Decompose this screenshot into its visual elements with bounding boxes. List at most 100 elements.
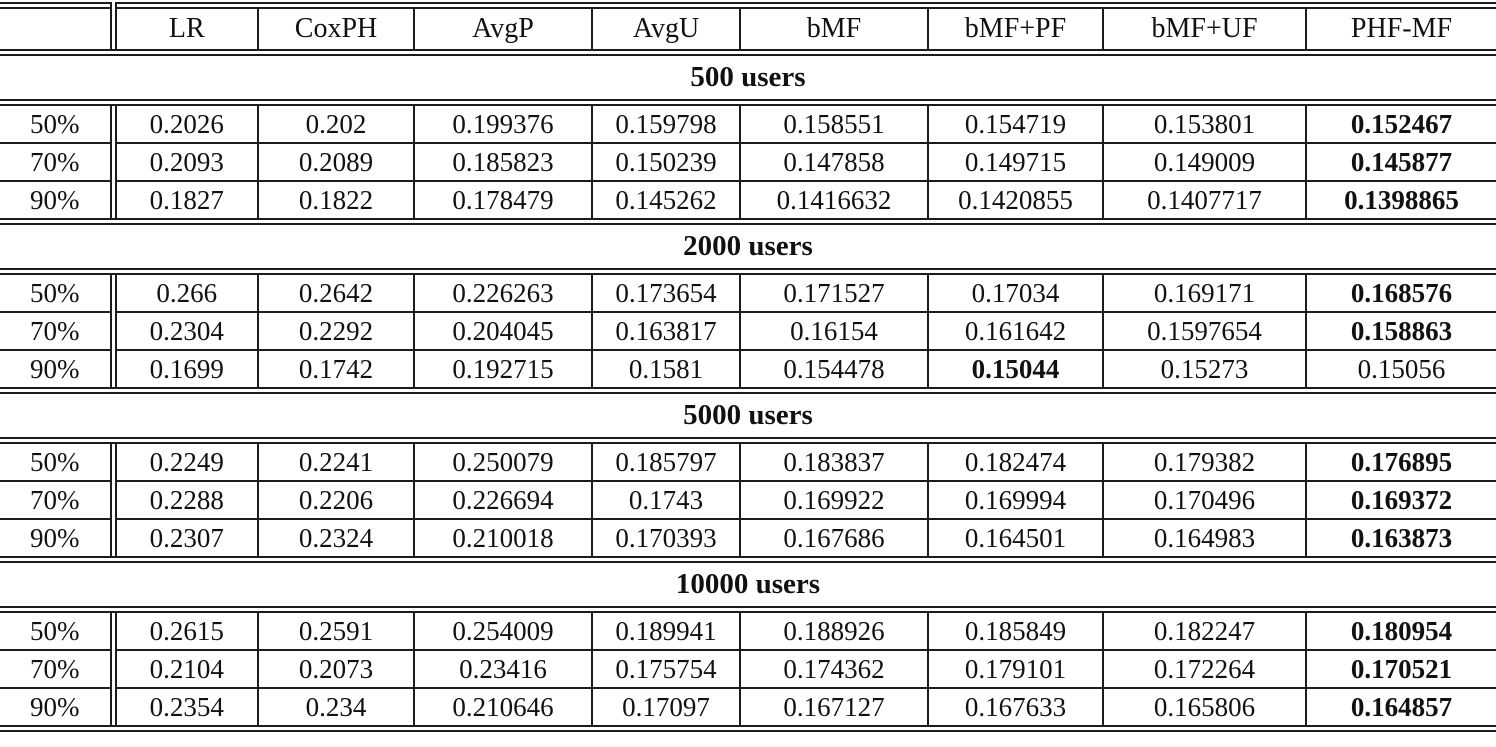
data-row: 70% 0.2288 0.2206 0.226694 0.1743 0.169922 0.1… (0, 481, 1496, 520)
data-row: 70% 0.2104 0.2073 0.23416 0.175754 0.174362 0.… (0, 650, 1496, 689)
data-row: 90% 0.2307 0.2324 0.210018 0.170393 0.167686 0… (0, 519, 1496, 563)
value-cell: 0.199376 (413, 102, 592, 144)
value-cell: 0.2324 (257, 519, 414, 563)
best-value-cell: 0.1398865 (1305, 181, 1496, 225)
value-cell: 0.1597654 (1102, 312, 1306, 351)
value-cell: 0.165806 (1102, 688, 1306, 732)
value-cell: 0.154478 (739, 350, 928, 394)
value-cell: 0.2089 (257, 143, 414, 182)
value-cell: 0.1822 (257, 181, 414, 225)
value-cell: 0.1699 (109, 350, 258, 394)
row-label: 50% (0, 271, 113, 313)
value-cell: 0.202 (257, 102, 414, 144)
value-cell: 0.15056 (1305, 350, 1496, 394)
value-cell: 0.173654 (591, 271, 740, 313)
value-cell: 0.2093 (109, 143, 258, 182)
best-value-cell: 0.152467 (1305, 102, 1496, 144)
value-cell: 0.2354 (109, 688, 258, 732)
data-row: 50% 0.2615 0.2591 0.254009 0.189941 0.188926 0… (0, 609, 1496, 651)
value-cell: 0.167633 (927, 688, 1103, 732)
value-cell: 0.204045 (413, 312, 592, 351)
value-cell: 0.185823 (413, 143, 592, 182)
value-cell: 0.189941 (591, 609, 740, 651)
data-row: 50% 0.266 0.2642 0.226263 0.173654 0.171527 0.… (0, 271, 1496, 313)
column-header-lr: LR (109, 5, 258, 56)
value-cell: 0.182474 (927, 440, 1103, 482)
value-cell: 0.183837 (739, 440, 928, 482)
value-cell: 0.192715 (413, 350, 592, 394)
value-cell: 0.2104 (109, 650, 258, 689)
best-value-cell: 0.168576 (1305, 271, 1496, 313)
value-cell: 0.23416 (413, 650, 592, 689)
value-cell: 0.2591 (257, 609, 414, 651)
row-label: 90% (0, 519, 113, 563)
value-cell: 0.149715 (927, 143, 1103, 182)
value-cell: 0.226263 (413, 271, 592, 313)
row-label: 90% (0, 688, 113, 732)
value-cell: 0.2615 (109, 609, 258, 651)
value-cell: 0.17034 (927, 271, 1103, 313)
value-cell: 0.2288 (109, 481, 258, 520)
value-cell: 0.164983 (1102, 519, 1306, 563)
value-cell: 0.2304 (109, 312, 258, 351)
value-cell: 0.15273 (1102, 350, 1306, 394)
value-cell: 0.171527 (739, 271, 928, 313)
best-value-cell: 0.164857 (1305, 688, 1496, 732)
data-row: 90% 0.2354 0.234 0.210646 0.17097 0.167127 0.1… (0, 688, 1496, 732)
value-cell: 0.179101 (927, 650, 1103, 689)
value-cell: 0.1407717 (1102, 181, 1306, 225)
value-cell: 0.17097 (591, 688, 740, 732)
value-cell: 0.145262 (591, 181, 740, 225)
value-cell: 0.167127 (739, 688, 928, 732)
section-title: 500 users (0, 52, 1496, 106)
value-cell: 0.210646 (413, 688, 592, 732)
value-cell: 0.2307 (109, 519, 258, 563)
row-label: 70% (0, 312, 113, 351)
row-label: 50% (0, 102, 113, 144)
value-cell: 0.163817 (591, 312, 740, 351)
column-header-bmf: bMF (739, 5, 928, 56)
value-cell: 0.185849 (927, 609, 1103, 651)
best-value-cell: 0.15044 (927, 350, 1103, 394)
data-row: 50% 0.2249 0.2241 0.250079 0.185797 0.183837 0… (0, 440, 1496, 482)
value-cell: 0.1827 (109, 181, 258, 225)
value-cell: 0.2249 (109, 440, 258, 482)
value-cell: 0.150239 (591, 143, 740, 182)
value-cell: 0.2642 (257, 271, 414, 313)
value-cell: 0.164501 (927, 519, 1103, 563)
value-cell: 0.175754 (591, 650, 740, 689)
row-label: 70% (0, 650, 113, 689)
value-cell: 0.169171 (1102, 271, 1306, 313)
best-value-cell: 0.176895 (1305, 440, 1496, 482)
data-row: 70% 0.2304 0.2292 0.204045 0.163817 0.16154 0.… (0, 312, 1496, 351)
best-value-cell: 0.170521 (1305, 650, 1496, 689)
section-header-row: 500 users (0, 52, 1496, 106)
value-cell: 0.169922 (739, 481, 928, 520)
value-cell: 0.185797 (591, 440, 740, 482)
value-cell: 0.170496 (1102, 481, 1306, 520)
value-cell: 0.266 (109, 271, 258, 313)
results-table-header: LR CoxPH AvgP AvgU bMF bMF+PF bMF+UF PHF… (0, 5, 1496, 56)
data-row: 70% 0.2093 0.2089 0.185823 0.150239 0.147858 0… (0, 143, 1496, 182)
value-cell: 0.188926 (739, 609, 928, 651)
value-cell: 0.16154 (739, 312, 928, 351)
value-cell: 0.1416632 (739, 181, 928, 225)
best-value-cell: 0.145877 (1305, 143, 1496, 182)
value-cell: 0.226694 (413, 481, 592, 520)
value-cell: 0.159798 (591, 102, 740, 144)
section-title: 10000 users (0, 559, 1496, 613)
best-value-cell: 0.180954 (1305, 609, 1496, 651)
value-cell: 0.234 (257, 688, 414, 732)
data-row: 50% 0.2026 0.202 0.199376 0.159798 0.158551 0.… (0, 102, 1496, 144)
best-value-cell: 0.163873 (1305, 519, 1496, 563)
header-row: LR CoxPH AvgP AvgU bMF bMF+PF bMF+UF PHF… (0, 5, 1496, 56)
row-label: 70% (0, 481, 113, 520)
value-cell: 0.2073 (257, 650, 414, 689)
value-cell: 0.158551 (739, 102, 928, 144)
best-value-cell: 0.158863 (1305, 312, 1496, 351)
value-cell: 0.154719 (927, 102, 1103, 144)
data-row: 90% 0.1699 0.1742 0.192715 0.1581 0.154478 0.1… (0, 350, 1496, 394)
results-table: LR CoxPH AvgP AvgU bMF bMF+PF bMF+UF PHF… (0, 2, 1496, 732)
value-cell: 0.182247 (1102, 609, 1306, 651)
value-cell: 0.149009 (1102, 143, 1306, 182)
